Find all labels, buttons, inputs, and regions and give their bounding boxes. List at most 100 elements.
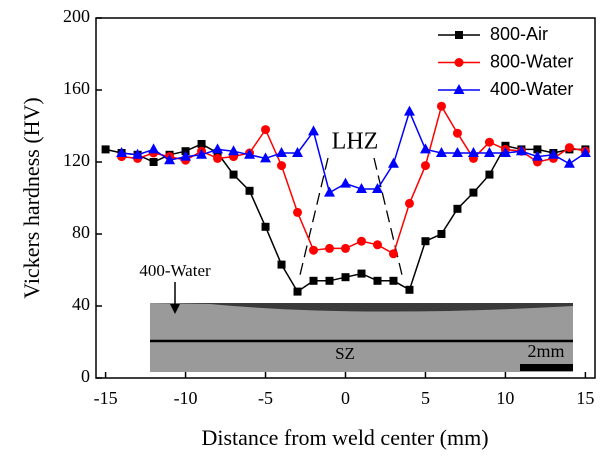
data-point [563,157,575,168]
y-tick-label: 40 [72,294,90,314]
data-point [499,147,511,157]
y-tick-label: 160 [63,78,90,98]
data-point [341,273,350,282]
data-point [373,276,382,285]
weld-zone [150,303,573,312]
x-tick-label: 10 [496,388,514,408]
x-axis-label: Distance from weld center (mm) [201,425,488,450]
data-point [101,145,110,154]
data-point [405,285,414,294]
data-point [308,125,320,136]
data-point [260,152,272,163]
data-point [419,143,431,154]
x-tick-label: -10 [174,388,198,408]
data-point [467,147,479,157]
data-point [484,137,494,147]
lhz-boundary [373,157,403,276]
annotation: 400-Water [139,261,211,280]
data-point [325,276,334,285]
data-point [132,148,144,159]
scale-bar [520,364,573,371]
x-tick-label: 5 [421,388,430,408]
data-point [180,150,192,161]
data-point [436,101,446,111]
data-point [325,243,335,253]
data-point [564,143,574,153]
data-point [579,147,591,157]
data-point [421,237,430,246]
annotation: 2mm [527,341,564,361]
legend-label: 800-Water [490,51,573,71]
data-point [451,147,463,157]
data-point [387,157,399,168]
data-point [213,153,223,163]
data-point [148,143,160,154]
legend-label: 400-Water [490,79,573,99]
x-tick-label: 0 [341,388,350,408]
legend-marker [453,84,465,94]
data-point [404,198,414,208]
data-point [212,143,224,154]
data-point [341,243,350,253]
data-point [228,145,240,156]
data-point [403,105,415,116]
data-point [453,204,462,213]
data-point [324,186,336,197]
data-point [292,147,304,157]
data-point [309,245,319,255]
data-point [435,147,447,157]
data-point [452,128,462,138]
y-tick-label: 200 [63,6,90,26]
x-tick-label: 15 [576,388,594,408]
micrograph-image [150,303,573,372]
data-point [229,170,238,179]
data-point [293,287,302,296]
data-point [309,276,318,285]
micrograph [150,303,573,372]
data-point [340,177,351,188]
data-point [533,145,542,154]
data-point [356,236,366,246]
data-point [197,140,206,148]
data-point [245,186,254,195]
legend-marker [454,58,464,67]
data-point [244,148,256,159]
data-point [547,148,559,159]
data-point [261,125,271,135]
y-tick-label: 0 [81,366,90,386]
annotation: SZ [335,344,355,363]
data-point [261,222,270,231]
data-point [389,276,398,285]
data-point [355,183,367,193]
data-point [469,188,478,197]
data-point [357,269,366,278]
y-axis-label: Vickers hardness (HV) [19,97,44,299]
arrow-head [170,304,180,314]
data-point [164,154,176,165]
data-point [483,147,495,157]
data-point [388,249,398,259]
legend-label: 800-Air [490,24,548,44]
legend-marker [455,31,463,39]
annotation: LHZ [332,129,379,155]
data-point [149,158,158,166]
y-tick-label: 120 [63,150,90,170]
data-point [293,207,303,217]
data-point [437,230,446,238]
y-tick-label: 80 [72,222,90,242]
data-point [531,150,543,161]
data-point [371,183,383,193]
data-point [515,145,527,156]
data-point [420,161,430,171]
lhz-boundary [299,157,329,276]
data-point [196,148,208,159]
data-point [277,161,287,171]
data-point [276,147,288,157]
data-point [485,170,494,179]
x-tick-label: -15 [94,388,118,408]
data-point [277,260,286,269]
data-point [116,147,128,157]
data-point [372,240,382,250]
x-tick-label: -5 [258,388,273,408]
